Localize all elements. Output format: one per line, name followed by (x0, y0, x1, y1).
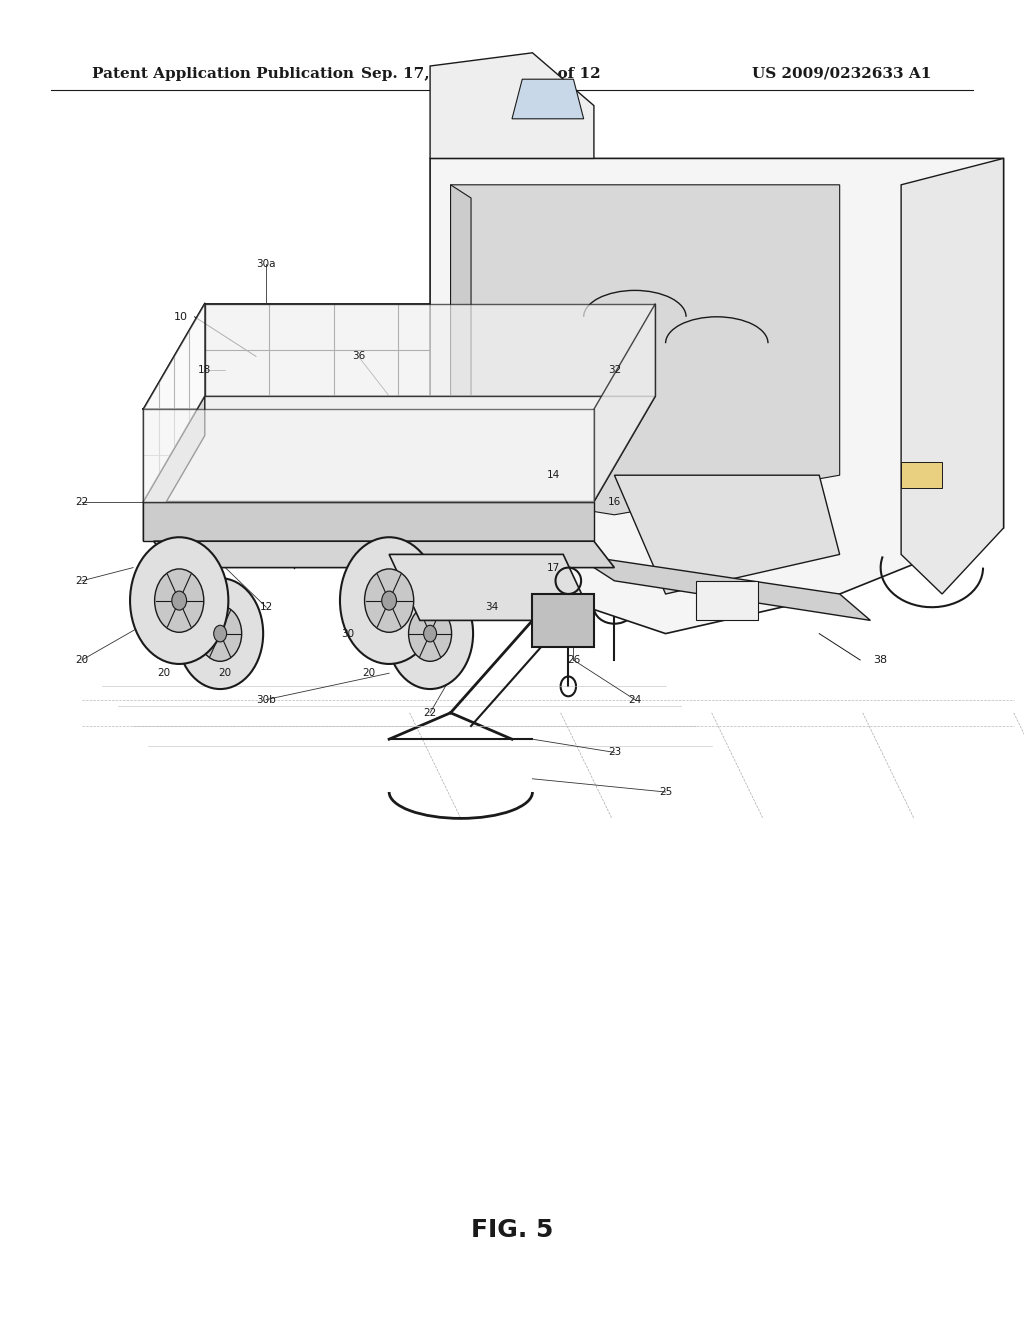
Text: 30b: 30b (256, 694, 276, 705)
Circle shape (177, 578, 263, 689)
Text: 12: 12 (260, 602, 272, 612)
Text: Sep. 17, 2009  Sheet 4 of 12: Sep. 17, 2009 Sheet 4 of 12 (361, 67, 601, 81)
Polygon shape (430, 53, 594, 158)
Bar (696, 581, 758, 620)
Circle shape (172, 591, 186, 610)
Text: 23: 23 (608, 747, 621, 758)
Text: 20: 20 (362, 668, 375, 678)
Polygon shape (573, 554, 870, 620)
Text: 20: 20 (76, 655, 88, 665)
Text: 14: 14 (547, 470, 559, 480)
Circle shape (382, 591, 396, 610)
Text: 25: 25 (659, 787, 672, 797)
Text: 22: 22 (424, 708, 436, 718)
Polygon shape (143, 409, 594, 502)
Circle shape (155, 569, 204, 632)
Circle shape (387, 578, 473, 689)
Text: FIG. 5: FIG. 5 (471, 1218, 553, 1242)
Circle shape (130, 537, 228, 664)
Polygon shape (154, 541, 614, 568)
Text: 30: 30 (342, 628, 354, 639)
Polygon shape (205, 304, 655, 396)
Polygon shape (143, 396, 205, 541)
Polygon shape (451, 185, 840, 515)
Polygon shape (143, 396, 655, 502)
Text: 22: 22 (76, 496, 88, 507)
Polygon shape (451, 185, 471, 502)
Text: 32: 32 (608, 364, 621, 375)
Text: 18: 18 (199, 364, 211, 375)
Text: 26: 26 (567, 655, 580, 665)
Polygon shape (614, 475, 840, 594)
Circle shape (365, 569, 414, 632)
Polygon shape (512, 79, 584, 119)
Text: 10: 10 (174, 312, 188, 322)
Text: 34: 34 (485, 602, 498, 612)
Text: 24: 24 (629, 694, 641, 705)
Text: 30a: 30a (256, 259, 276, 269)
Polygon shape (430, 158, 1004, 634)
Text: 22: 22 (76, 576, 88, 586)
Circle shape (340, 537, 438, 664)
Polygon shape (389, 554, 594, 620)
Text: 17: 17 (547, 562, 559, 573)
Polygon shape (594, 304, 655, 502)
Circle shape (199, 606, 242, 661)
Polygon shape (143, 304, 205, 502)
Text: 20: 20 (219, 668, 231, 678)
Text: 36: 36 (352, 351, 365, 362)
Text: 16: 16 (608, 496, 621, 507)
Text: 38: 38 (873, 655, 888, 665)
Bar (901, 462, 942, 488)
Text: Patent Application Publication: Patent Application Publication (92, 67, 354, 81)
Circle shape (214, 626, 226, 642)
Text: US 2009/0232633 A1: US 2009/0232633 A1 (753, 67, 932, 81)
Polygon shape (143, 502, 594, 541)
Bar (532, 594, 594, 647)
Circle shape (409, 606, 452, 661)
Text: 20: 20 (158, 668, 170, 678)
Circle shape (424, 626, 436, 642)
Polygon shape (901, 158, 1004, 594)
